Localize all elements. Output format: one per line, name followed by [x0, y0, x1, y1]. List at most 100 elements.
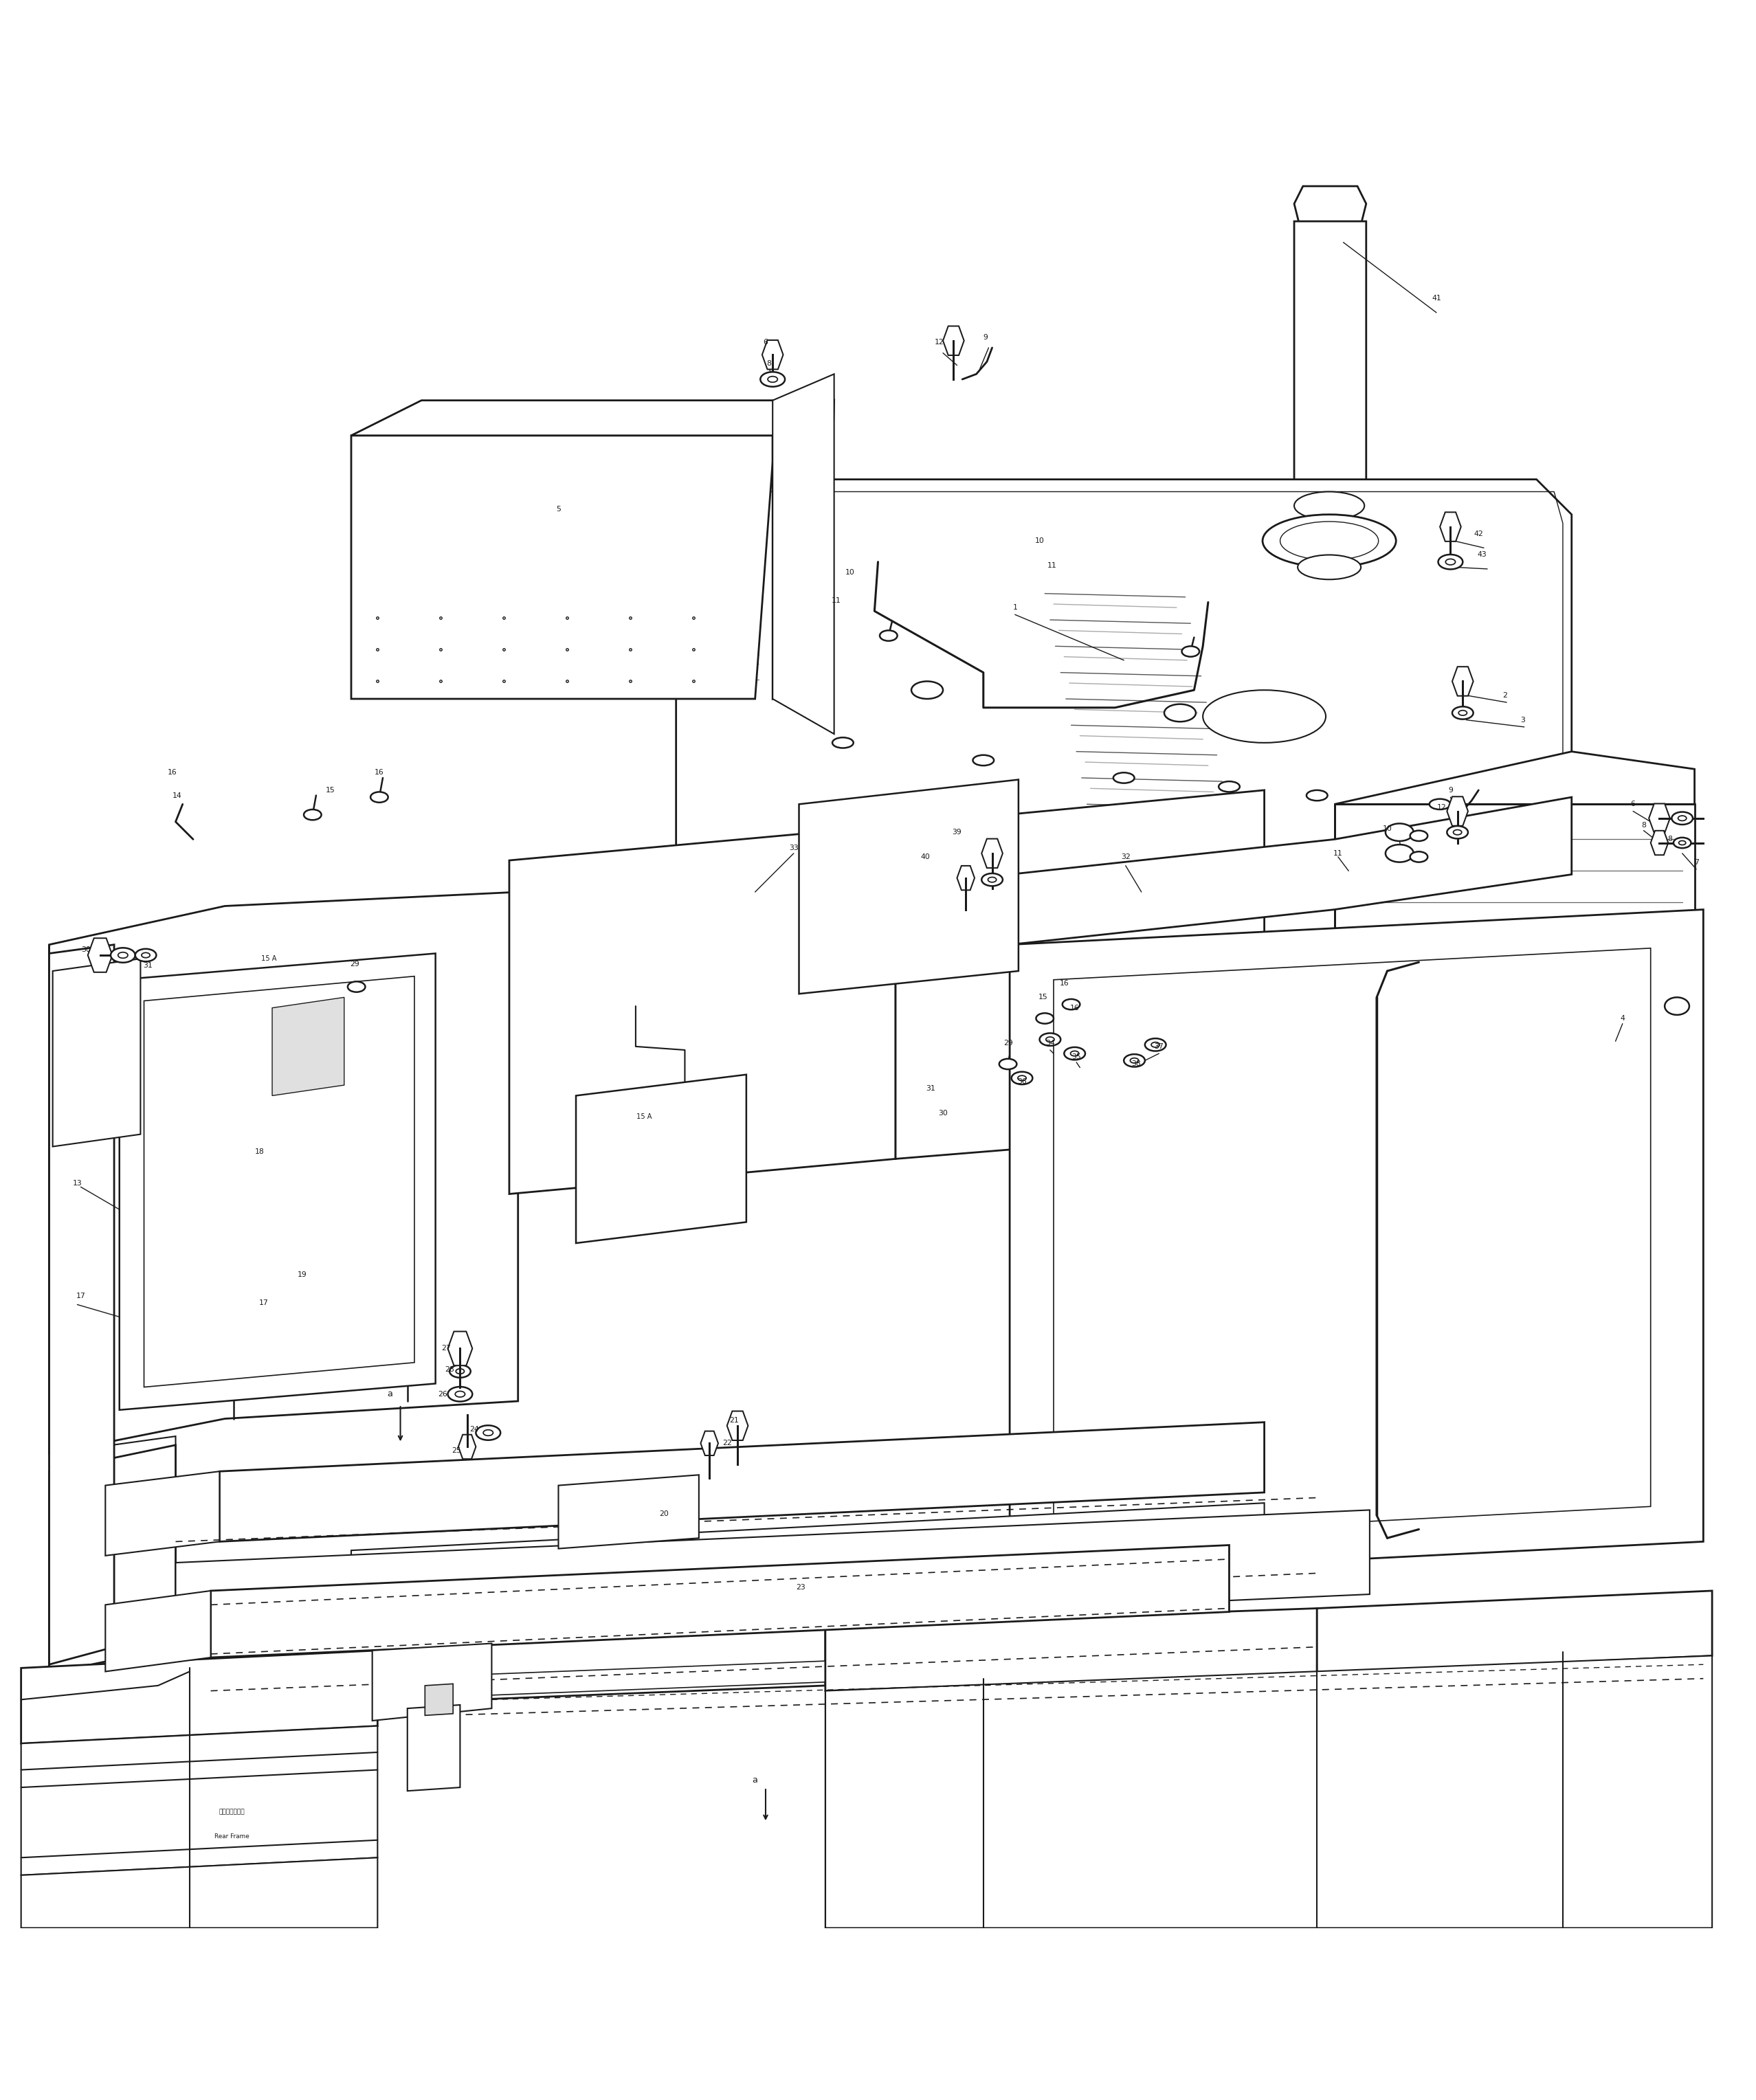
Ellipse shape: [1459, 710, 1466, 716]
Text: 23: 23: [795, 1583, 806, 1590]
Polygon shape: [825, 1655, 1712, 1928]
Ellipse shape: [1040, 1033, 1061, 1046]
Text: Rear Frame: Rear Frame: [214, 1833, 249, 1840]
Text: 18: 18: [255, 1149, 265, 1155]
Text: 20: 20: [658, 1510, 669, 1516]
Text: リヤーフレーム: リヤーフレーム: [220, 1808, 244, 1814]
Polygon shape: [509, 825, 896, 1195]
Text: 12: 12: [1436, 804, 1447, 811]
Text: 26: 26: [437, 1390, 448, 1399]
Polygon shape: [1651, 832, 1668, 855]
Text: 17: 17: [258, 1300, 269, 1306]
Text: 37: 37: [1154, 1044, 1164, 1050]
Polygon shape: [943, 326, 964, 355]
Text: 11: 11: [831, 596, 841, 605]
Polygon shape: [474, 1625, 825, 1699]
Polygon shape: [458, 1434, 476, 1459]
Ellipse shape: [1064, 1048, 1085, 1060]
Polygon shape: [21, 1726, 378, 1875]
Polygon shape: [1317, 1592, 1712, 1674]
Text: 11: 11: [1333, 851, 1343, 857]
Polygon shape: [119, 953, 435, 1409]
Ellipse shape: [1018, 1075, 1026, 1082]
Text: 16: 16: [374, 769, 385, 777]
Polygon shape: [144, 976, 414, 1388]
Ellipse shape: [880, 630, 897, 640]
Text: 39: 39: [952, 830, 962, 836]
Polygon shape: [576, 1075, 746, 1243]
Ellipse shape: [1164, 704, 1196, 722]
Polygon shape: [896, 790, 1264, 1159]
Ellipse shape: [1280, 521, 1378, 561]
Text: 12: 12: [934, 338, 945, 347]
Ellipse shape: [973, 756, 994, 766]
Polygon shape: [1335, 804, 1695, 1208]
Ellipse shape: [455, 1390, 465, 1397]
Ellipse shape: [304, 808, 321, 819]
Text: 24: 24: [469, 1426, 479, 1432]
Ellipse shape: [1429, 798, 1450, 808]
Polygon shape: [49, 892, 518, 1453]
Ellipse shape: [348, 981, 365, 991]
Ellipse shape: [450, 1365, 471, 1378]
Text: 42: 42: [1473, 531, 1484, 538]
Polygon shape: [105, 1592, 211, 1672]
Polygon shape: [88, 939, 112, 972]
Text: 40: 40: [920, 853, 931, 861]
Polygon shape: [1054, 949, 1651, 1537]
Polygon shape: [982, 838, 1003, 867]
Polygon shape: [1440, 512, 1461, 542]
Text: 13: 13: [72, 1180, 83, 1186]
Text: 31: 31: [925, 1086, 936, 1092]
Polygon shape: [773, 401, 834, 699]
Text: 15 A: 15 A: [637, 1113, 651, 1119]
Text: 30: 30: [938, 1109, 948, 1117]
Text: 16: 16: [167, 769, 177, 777]
Ellipse shape: [1679, 840, 1686, 844]
Ellipse shape: [1306, 790, 1328, 800]
Text: 8: 8: [767, 359, 771, 368]
Ellipse shape: [1294, 491, 1364, 521]
Text: 15: 15: [325, 788, 335, 794]
Text: 31: 31: [142, 962, 153, 970]
Polygon shape: [49, 1445, 176, 1674]
Polygon shape: [211, 1546, 1229, 1657]
Ellipse shape: [1113, 773, 1134, 783]
Ellipse shape: [483, 1430, 493, 1436]
Text: 6: 6: [764, 338, 767, 347]
Ellipse shape: [1182, 647, 1199, 657]
Ellipse shape: [1152, 1042, 1159, 1048]
Polygon shape: [176, 1510, 1370, 1646]
Text: 29: 29: [349, 960, 360, 968]
Text: 21: 21: [729, 1418, 739, 1424]
Ellipse shape: [111, 947, 135, 962]
Text: 11: 11: [1047, 563, 1057, 569]
Ellipse shape: [1679, 815, 1686, 821]
Text: 22: 22: [722, 1441, 732, 1447]
Polygon shape: [1294, 220, 1366, 514]
Ellipse shape: [448, 1386, 472, 1401]
Polygon shape: [762, 340, 783, 370]
Polygon shape: [407, 1705, 460, 1791]
Polygon shape: [448, 1331, 472, 1365]
Ellipse shape: [1062, 1000, 1080, 1010]
Text: 3: 3: [1521, 716, 1524, 722]
Polygon shape: [727, 1411, 748, 1441]
Polygon shape: [701, 1430, 718, 1455]
Text: 8: 8: [1668, 836, 1672, 842]
Text: 2: 2: [1503, 691, 1507, 699]
Ellipse shape: [1673, 838, 1691, 848]
Polygon shape: [220, 1422, 1264, 1541]
Ellipse shape: [911, 680, 943, 699]
Polygon shape: [351, 1504, 1264, 1621]
Ellipse shape: [371, 792, 388, 802]
Ellipse shape: [1071, 1050, 1078, 1056]
Ellipse shape: [1124, 1054, 1145, 1067]
Polygon shape: [272, 998, 344, 1096]
Polygon shape: [1447, 796, 1468, 825]
Text: 29: 29: [1003, 1040, 1013, 1046]
Ellipse shape: [457, 1369, 464, 1373]
Text: 9: 9: [1449, 788, 1452, 794]
Ellipse shape: [767, 376, 778, 382]
Polygon shape: [21, 1858, 378, 1928]
